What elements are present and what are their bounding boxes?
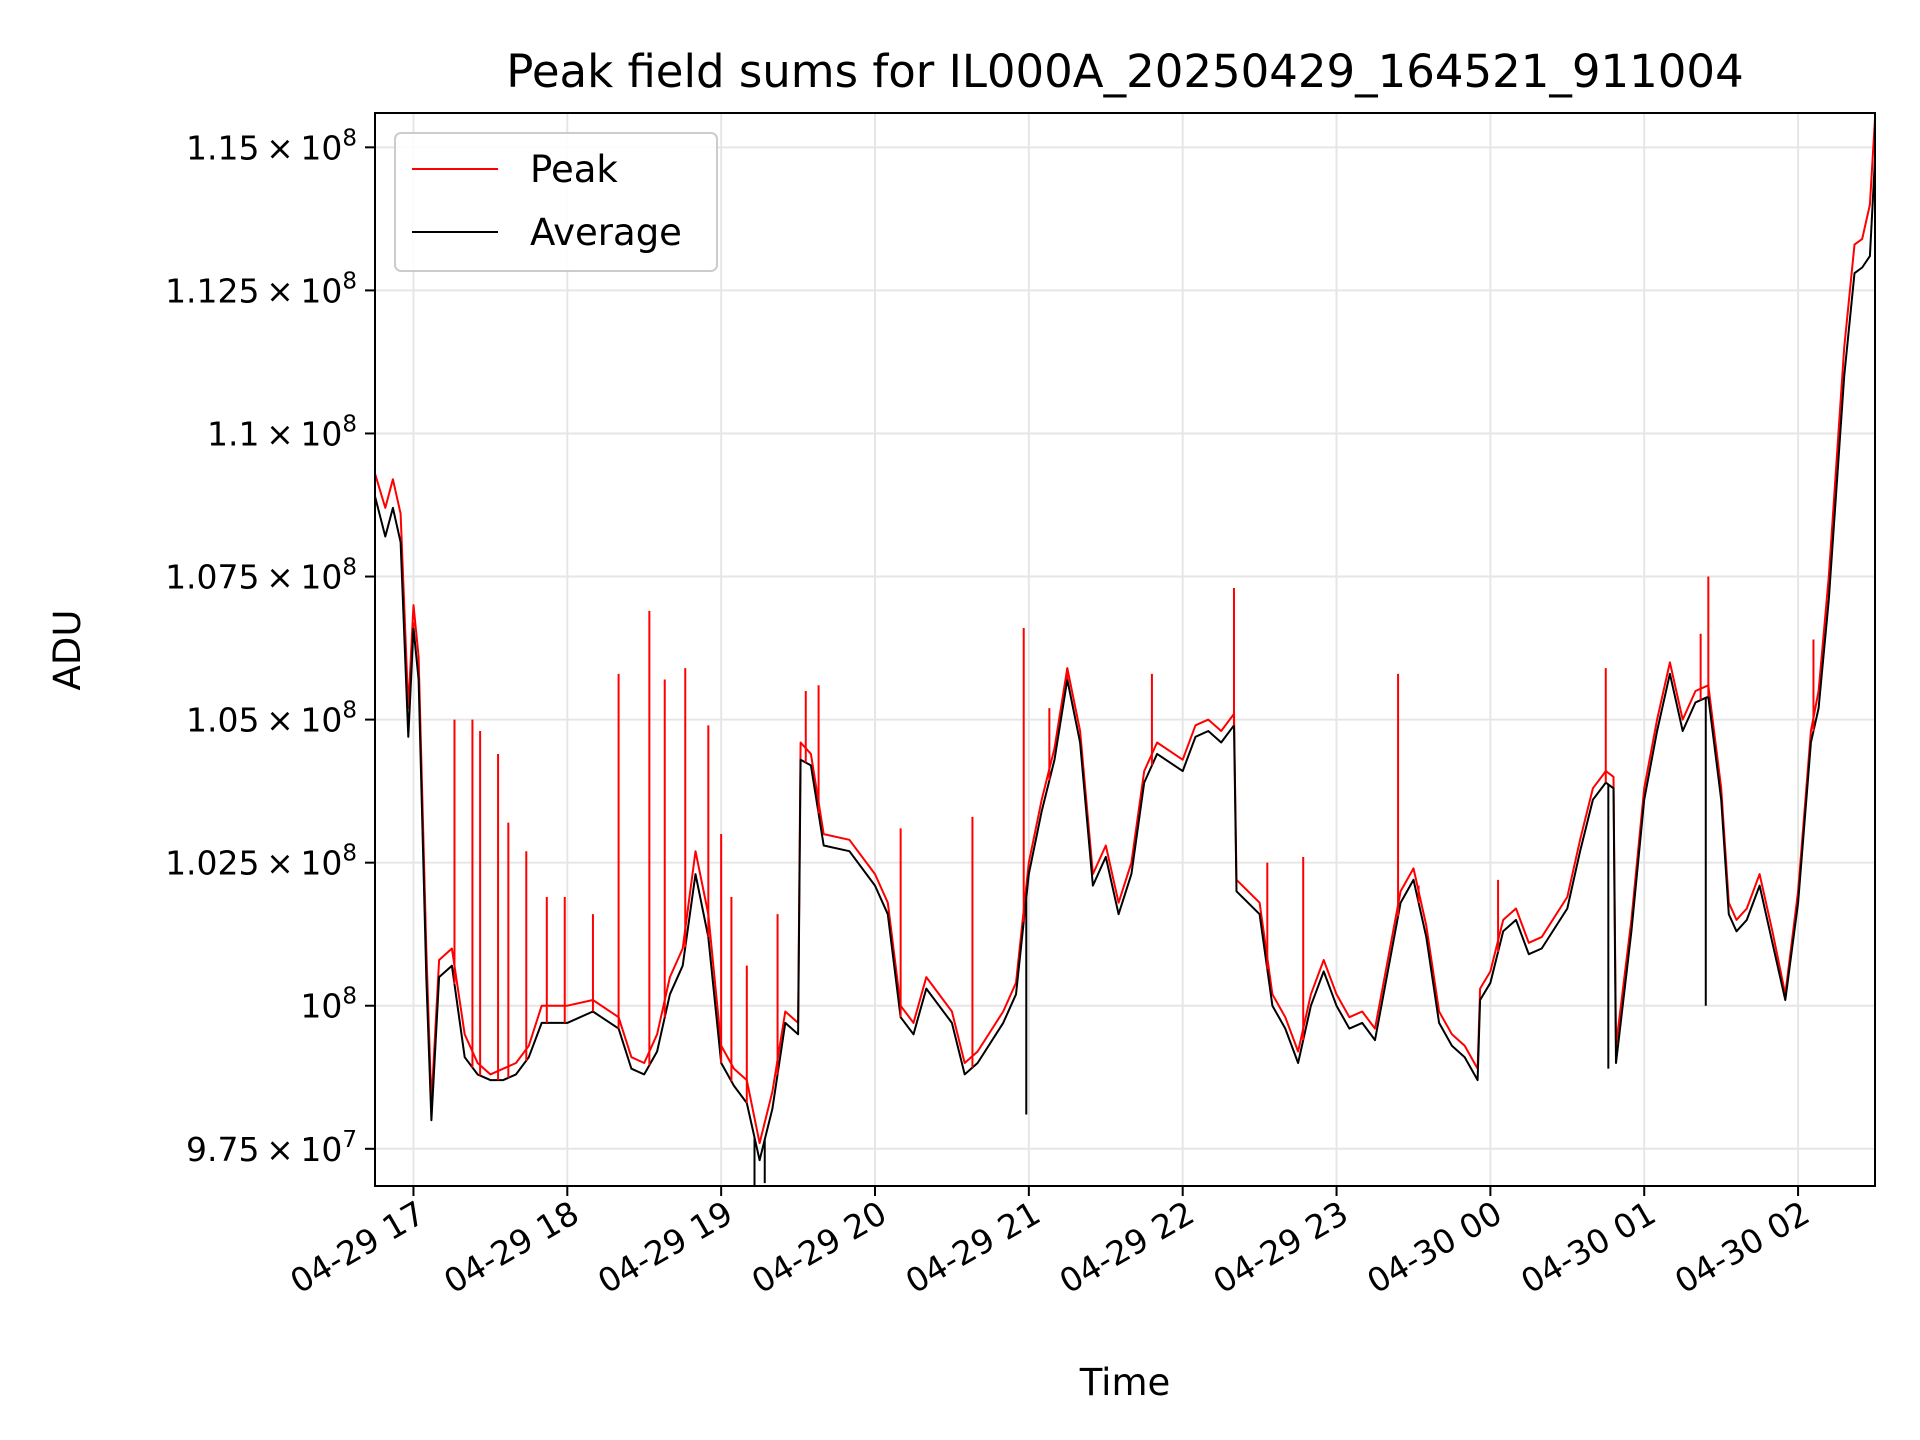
y-tick-label: 1.1 × 108 [207, 411, 357, 453]
legend-box [394, 132, 718, 272]
legend-label-average: Average [530, 211, 682, 254]
y-tick-label: 1.125 × 108 [165, 268, 357, 310]
x-axis-label: Time [1079, 1361, 1171, 1404]
plot-frame [374, 112, 1876, 1187]
grid [375, 113, 1875, 1186]
y-tick-label: 1.05 × 108 [186, 698, 357, 740]
series-line-average [375, 158, 1875, 1162]
legend: Peak Average [394, 132, 718, 272]
y-tick-label: 9.75 × 107 [186, 1127, 357, 1169]
series-line-peak [375, 118, 1875, 1145]
y-tick-label: 1.15 × 108 [186, 125, 357, 167]
legend-label-peak: Peak [530, 148, 618, 191]
y-axis-label: ADU [46, 610, 89, 691]
y-tick-label: 1.075 × 108 [165, 555, 357, 597]
y-tick-label: 1.025 × 108 [165, 841, 357, 883]
chart-title: Peak field sums for IL000A_20250429_1645… [506, 45, 1743, 98]
plot-area [375, 118, 1875, 1186]
